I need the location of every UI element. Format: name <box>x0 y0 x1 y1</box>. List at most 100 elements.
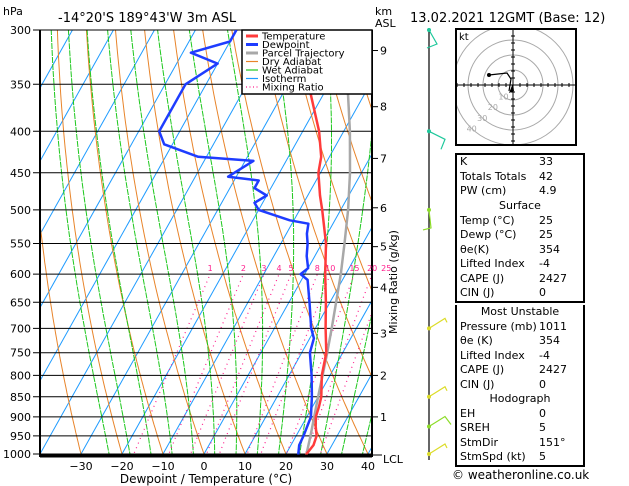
row-value: 354 <box>539 334 560 347</box>
pressure-tick-label: 350 <box>10 78 31 91</box>
mixing-ratio-line <box>319 310 372 455</box>
row-value: 4.9 <box>539 184 557 197</box>
mixing-ratio-label: 15 <box>349 264 359 273</box>
hodograph-ring-label: 20 <box>488 103 498 112</box>
pressure-tick-label: 650 <box>10 296 31 309</box>
mixing-ratio-line <box>205 273 280 455</box>
pressure-tick-label: 1000 <box>3 448 31 461</box>
x-axis-title: Dewpoint / Temperature (°C) <box>120 472 292 486</box>
dry-adiabat-line <box>260 30 372 379</box>
wind-barb <box>422 209 432 231</box>
temperature-tick-label: −20 <box>110 460 133 473</box>
height-tick-label: 2 <box>380 369 387 382</box>
pressure-tick-label: 750 <box>10 347 31 360</box>
hodograph-ring-label: 40 <box>467 124 477 133</box>
dry-adiabat-line <box>144 30 246 455</box>
row-label: EH <box>460 406 476 420</box>
table-row: SREH 5 <box>457 421 583 436</box>
row-value: 2427 <box>539 271 567 285</box>
isotherm-line <box>243 226 372 455</box>
dry-adiabat-line <box>289 30 372 293</box>
pressure-tick-label: 800 <box>10 369 31 382</box>
row-label: K <box>460 155 468 168</box>
legend-box <box>241 29 373 95</box>
row-value: -4 <box>539 257 550 270</box>
table-row: CAPE (J) 2427 <box>457 272 583 287</box>
row-label: Lifted Index <box>460 348 525 362</box>
hodograph-ring-label: 10 <box>498 93 508 102</box>
legend-label: Dewpoint <box>262 40 310 51</box>
wind-barb <box>428 443 448 455</box>
row-value: 151° <box>539 435 566 449</box>
hodograph-frame <box>455 28 577 146</box>
wind-barb-dot <box>427 452 431 456</box>
pressure-tick-label: 600 <box>10 268 31 281</box>
legend-label: Wet Adiabat <box>262 66 323 77</box>
mixing-ratio-label: 3 <box>261 264 266 273</box>
mixing-ratio-axis-title: Mixing Ratio (g/kg) <box>387 230 400 334</box>
row-label: StmDir <box>460 435 499 449</box>
wet-adiabat-line <box>67 30 131 455</box>
height-tick-label: 1 <box>380 411 387 424</box>
table-row: θe (K) 354 <box>457 334 583 349</box>
legend-label: Parcel Trajectory <box>262 49 345 60</box>
datetime-title: 13.02.2021 12GMT (Base: 12) <box>410 11 606 26</box>
wind-barb-dot <box>427 207 431 212</box>
row-label: Totals Totals <box>460 169 527 183</box>
height-ref-label: ASL <box>375 17 396 30</box>
wind-barb <box>426 29 438 49</box>
hodograph-table: Hodograph EH 0 SREH 5 StmDir 151° StmSpd (kt) 5 <box>455 392 585 467</box>
mixing-ratio-label: 25 <box>381 264 391 273</box>
table-row: CAPE (J) 2427 <box>457 363 583 378</box>
dry-adiabat-line <box>56 30 123 455</box>
wind-barb-dot <box>427 424 431 429</box>
storm-motion-marker <box>509 83 514 93</box>
table-row: K 33 <box>457 155 583 170</box>
height-tick-label: 5 <box>380 241 387 254</box>
most-unstable-table: Most Unstable Pressure (mb) 1011 θe (K) 354 L… <box>455 305 585 394</box>
hodograph-table-section-title: Hodograph <box>489 392 551 405</box>
pressure-tick-label: 500 <box>10 204 31 217</box>
dry-adiabat-line <box>114 30 205 455</box>
height-tick-label: 9 <box>380 45 387 58</box>
mixing-ratio-label: 1 <box>208 264 213 273</box>
row-value: 25 <box>539 228 553 241</box>
row-label: Lifted Index <box>460 257 525 270</box>
legend-label: Isotherm <box>262 74 306 85</box>
height-unit-label: km <box>375 5 393 18</box>
dry-adiabat-line <box>231 30 370 455</box>
height-tick-label: 8 <box>380 101 387 114</box>
skewt-chart: 3003504004505005506006507007508008509009… <box>0 6 404 486</box>
row-label: θe (K) <box>460 334 493 347</box>
row-label: CAPE (J) <box>460 363 505 376</box>
row-value: 25 <box>539 213 553 227</box>
mixing-ratio-line <box>285 273 355 455</box>
wind-barb-dot <box>427 394 431 399</box>
row-value: 354 <box>539 242 560 256</box>
wet-adiabat-line <box>188 30 238 455</box>
pressure-tick-label: 450 <box>10 167 31 180</box>
temperature-tick-label: −10 <box>151 460 174 473</box>
table-row: PW (cm) 4.9 <box>457 184 583 199</box>
isotherm-line <box>0 6 4 471</box>
height-tick-label: 4 <box>380 281 387 294</box>
dry-adiabat-line <box>173 30 287 455</box>
row-value: -4 <box>539 348 550 362</box>
table-row: θe(K) 354 <box>457 243 583 258</box>
row-label: CIN (J) <box>460 286 495 299</box>
row-label: PW (cm) <box>460 184 507 197</box>
mixing-ratio-line <box>304 273 372 455</box>
legend-label: Dry Adiabat <box>262 57 321 68</box>
hodograph-start-dot <box>487 73 491 77</box>
mixing-ratio-label: 8 <box>315 264 320 273</box>
wind-barb <box>428 415 452 428</box>
wind-barb <box>428 317 448 329</box>
mixing-ratio-label: 10 <box>325 264 335 273</box>
wet-adiabat-line <box>157 30 216 455</box>
wet-adiabat-line <box>226 30 264 455</box>
indices-table: K 33 Totals Totals 42 PW (cm) 4.9 <box>455 153 585 201</box>
pressure-tick-label: 850 <box>10 391 31 404</box>
temperature-tick-label: 30 <box>320 460 334 473</box>
wet-adiabat-line <box>50 30 110 455</box>
height-tick-label: LCL <box>383 453 404 466</box>
